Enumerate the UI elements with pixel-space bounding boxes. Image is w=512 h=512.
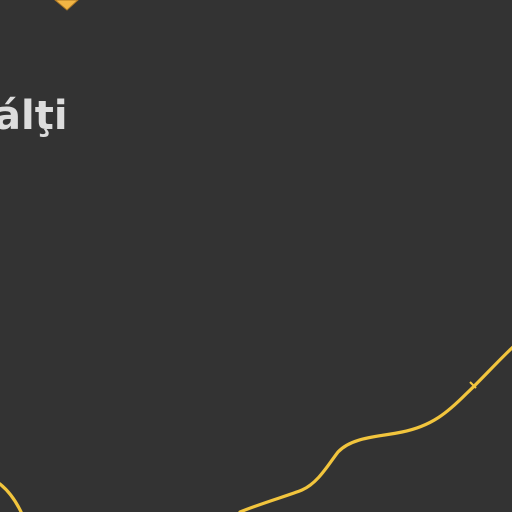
road-junction-tick bbox=[469, 381, 477, 389]
location-pin-icon[interactable] bbox=[54, 0, 79, 11]
primary-road[interactable] bbox=[238, 345, 512, 512]
secondary-road[interactable] bbox=[0, 482, 23, 512]
city-label: álţi bbox=[0, 93, 68, 139]
